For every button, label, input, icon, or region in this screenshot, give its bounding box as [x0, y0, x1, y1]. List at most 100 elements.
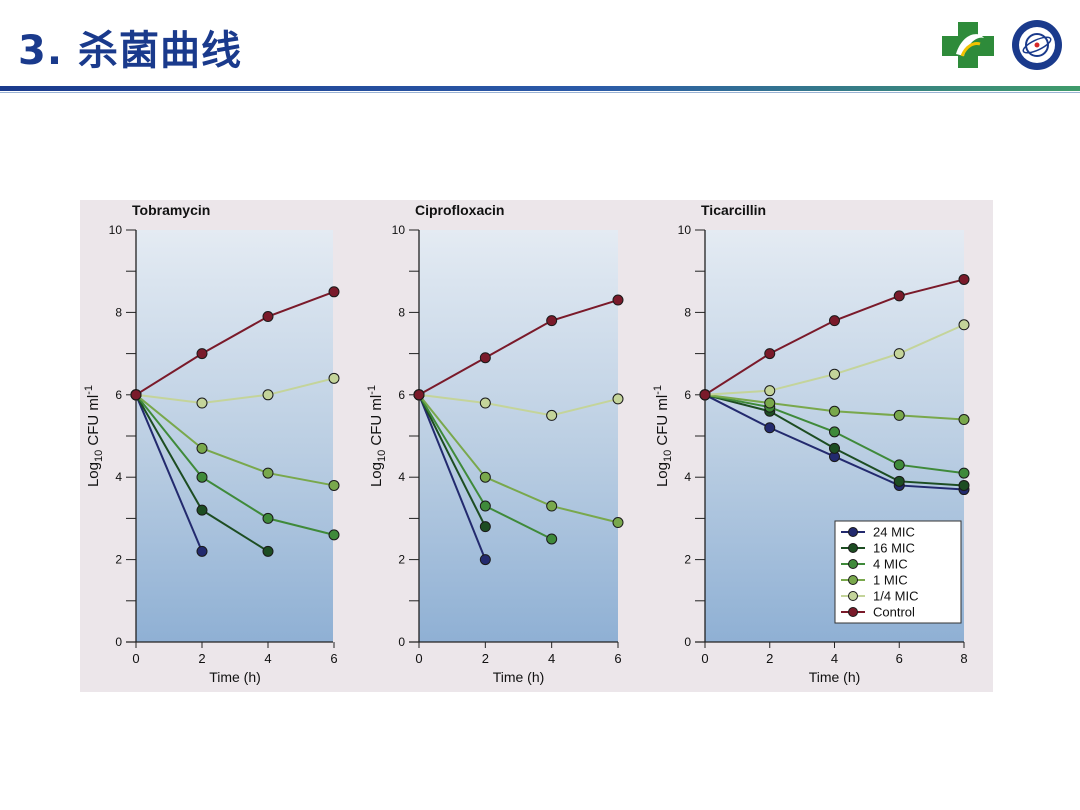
- y-tick-label: 8: [398, 305, 405, 319]
- x-tick-label: 0: [701, 651, 708, 666]
- data-point-4-mic: [479, 500, 491, 512]
- legend-label-16-mic: 16 MIC: [873, 541, 915, 556]
- series-line-24-mic: [418, 394, 487, 560]
- data-point-1-mic: [764, 397, 776, 409]
- chart-title: Ciprofloxacin: [415, 202, 504, 218]
- data-point-24-mic: [764, 422, 776, 434]
- data-point-1-mic: [328, 479, 340, 491]
- data-point-24-mic: [479, 554, 491, 566]
- legend-label-1-4-mic: 1/4 MIC: [873, 589, 919, 604]
- data-point-4-mic: [893, 459, 905, 471]
- data-point-16-mic: [196, 504, 208, 516]
- series-line-4-mic: [135, 394, 335, 536]
- x-tick-label: 4: [548, 651, 555, 666]
- data-point-1-mic: [893, 409, 905, 421]
- data-point-16-mic: [479, 521, 491, 533]
- data-point-control: [479, 352, 491, 364]
- x-tick-label: 2: [482, 651, 489, 666]
- y-tick-label: 10: [109, 223, 123, 237]
- legend-marker-1-mic: [848, 575, 858, 585]
- chart-ticarcillin: 0 2 4 6 8 10 0 2 4 6 8 Ticarcillin Time (h) Log10 CFU…: [652, 202, 970, 685]
- y-tick-label: 4: [398, 470, 405, 484]
- series-line-1-4-mic: [418, 393, 619, 417]
- y-tick-label: 8: [684, 305, 691, 319]
- university-seal-logo: [1012, 20, 1062, 70]
- data-point-1-4-mic: [479, 397, 491, 409]
- legend-marker-16-mic: [848, 543, 858, 553]
- data-point-1-mic: [612, 517, 624, 529]
- series-line-control: [418, 299, 619, 396]
- data-point-1-mic: [958, 414, 970, 426]
- data-point-1-4-mic: [196, 397, 208, 409]
- chart-title: Ticarcillin: [701, 202, 766, 218]
- chart-title: Tobramycin: [132, 202, 210, 218]
- slide-title: 3. 杀菌曲线: [18, 28, 242, 74]
- kill-curve-charts: 0 2 4 6 8 10 0 2 4 6 Tobramycin Time (h) Log10 CFU m…: [83, 202, 970, 685]
- x-tick-label: 0: [415, 651, 422, 666]
- x-tick-label: 0: [132, 651, 139, 666]
- data-point-control: [764, 348, 776, 360]
- legend-label-4-mic: 4 MIC: [873, 557, 908, 572]
- x-tick-label: 8: [960, 651, 967, 666]
- series-line-24-mic: [135, 394, 203, 552]
- data-point-4-mic: [546, 533, 558, 545]
- y-axis-label: Log10 CFU ml-1: [83, 385, 105, 487]
- data-point-16-mic: [829, 442, 840, 454]
- plot-area: [136, 230, 333, 642]
- legend-marker-1-4-mic: [848, 591, 858, 601]
- x-tick-label: 6: [330, 651, 337, 666]
- data-point-1-mic: [546, 500, 558, 512]
- data-point-1-mic: [196, 442, 208, 454]
- data-point-control: [829, 315, 840, 327]
- legend-box: [834, 520, 962, 624]
- data-point-4-mic: [958, 467, 970, 479]
- data-point-1-4-mic: [546, 409, 558, 421]
- x-tick-label: 4: [264, 651, 271, 666]
- data-point-4-mic: [328, 529, 340, 541]
- data-point-1-mic: [479, 471, 491, 483]
- legend-label-1-mic: 1 MIC: [873, 573, 908, 588]
- data-point-1-4-mic: [328, 372, 340, 384]
- series-line-1-mic: [418, 394, 619, 524]
- title-divider-thin: [0, 92, 1080, 93]
- chart-tobramycin: 0 2 4 6 8 10 0 2 4 6 Tobramycin Time (h) Log10 CFU m…: [83, 202, 340, 685]
- chart-ciprofloxacin: 0 2 4 6 8 10 0 2 4 6 Ciprofloxacin Time (h) Log10 CF…: [366, 202, 624, 685]
- title-divider: [0, 86, 1080, 91]
- data-point-16-mic: [262, 545, 274, 557]
- data-point-16-mic: [958, 479, 970, 491]
- y-tick-label: 10: [678, 223, 692, 237]
- y-tick-label: 6: [684, 388, 691, 402]
- legend-label-control: Control: [873, 605, 915, 620]
- hospital-logo: [942, 22, 994, 68]
- y-tick-label: 8: [115, 305, 122, 319]
- y-tick-label: 6: [398, 388, 405, 402]
- data-point-1-mic: [829, 405, 840, 417]
- y-tick-label: 2: [398, 553, 405, 567]
- x-tick-label: 6: [614, 651, 621, 666]
- data-point-control: [893, 290, 905, 302]
- x-tick-label: 2: [766, 651, 773, 666]
- data-point-control: [262, 311, 274, 323]
- y-tick-label: 2: [684, 553, 691, 567]
- series-line-1-mic: [135, 394, 335, 487]
- data-point-1-4-mic: [612, 393, 624, 405]
- data-point-control: [699, 389, 711, 401]
- x-axis-label: Time (h): [809, 669, 861, 685]
- x-axis-label: Time (h): [209, 669, 261, 685]
- data-point-4-mic: [829, 426, 840, 438]
- y-axis-label: Log10 CFU ml-1: [652, 385, 674, 487]
- y-tick-label: 4: [115, 470, 122, 484]
- data-point-24-mic: [196, 545, 208, 557]
- data-point-control: [328, 286, 340, 298]
- data-point-1-4-mic: [764, 385, 776, 397]
- legend-label-24-mic: 24 MIC: [873, 525, 915, 540]
- x-tick-label: 6: [896, 651, 903, 666]
- y-tick-label: 2: [115, 553, 122, 567]
- data-point-1-4-mic: [893, 348, 905, 360]
- y-tick-label: 4: [684, 470, 691, 484]
- plot-area: [419, 230, 618, 642]
- y-tick-label: 0: [684, 635, 691, 649]
- x-tick-label: 4: [831, 651, 838, 666]
- series-line-control: [135, 290, 335, 396]
